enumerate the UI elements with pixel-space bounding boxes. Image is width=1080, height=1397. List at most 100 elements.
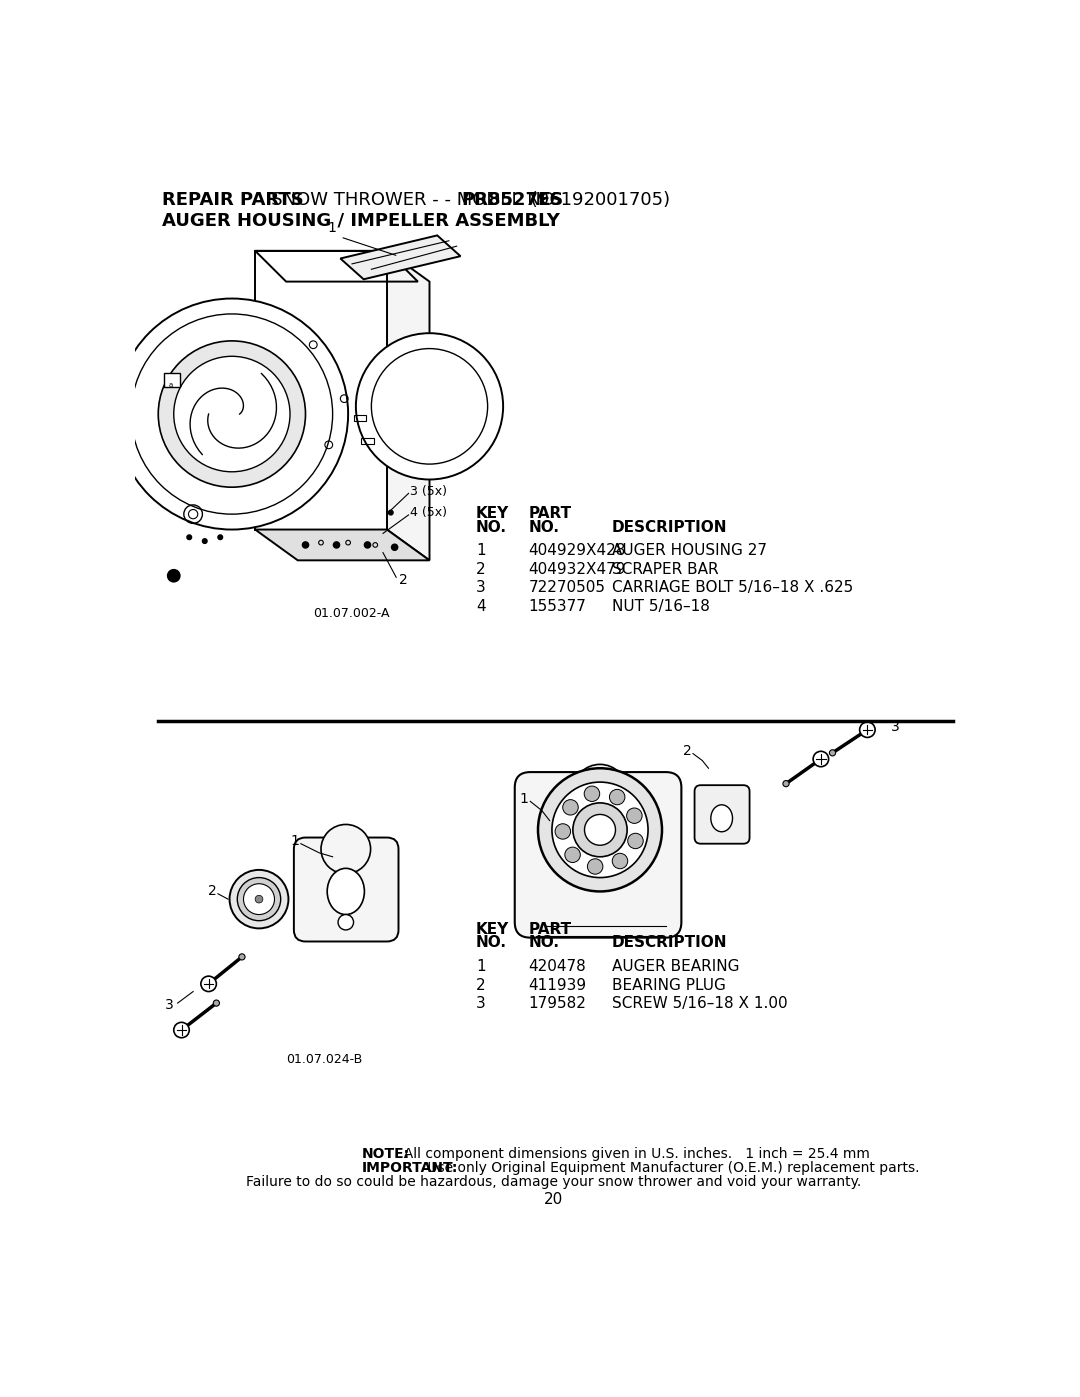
Circle shape [167,570,180,583]
Polygon shape [255,251,387,529]
Circle shape [159,341,306,488]
Circle shape [555,824,570,840]
Bar [353,415,366,420]
Circle shape [230,870,288,929]
Bar [362,437,374,444]
Circle shape [813,752,828,767]
Text: 2: 2 [207,884,216,898]
Text: BEARING PLUG: BEARING PLUG [611,978,726,993]
Circle shape [213,1000,219,1006]
Text: NO.: NO. [476,520,507,535]
Text: 1: 1 [291,834,299,848]
FancyBboxPatch shape [515,773,681,937]
Ellipse shape [327,869,364,915]
Circle shape [392,545,397,550]
Text: NO.: NO. [529,520,559,535]
Circle shape [338,915,353,930]
Circle shape [364,542,370,548]
Circle shape [572,803,627,856]
Text: 1: 1 [476,960,486,974]
Circle shape [584,814,616,845]
Text: 3: 3 [891,719,900,733]
Text: 2: 2 [399,573,407,587]
Circle shape [565,847,580,862]
Text: 2: 2 [476,562,486,577]
Text: (96192001705): (96192001705) [525,191,670,208]
Circle shape [783,781,789,787]
Text: 2: 2 [683,745,691,759]
Text: 3: 3 [476,996,486,1011]
Circle shape [829,750,836,756]
Text: SCRAPER BAR: SCRAPER BAR [611,562,718,577]
Circle shape [588,859,603,875]
Text: IMPORTANT:: IMPORTANT: [362,1161,458,1175]
Text: 404929X428: 404929X428 [529,543,626,559]
Polygon shape [340,236,460,279]
Text: PR8527ES: PR8527ES [461,191,564,208]
Circle shape [321,824,370,873]
FancyBboxPatch shape [294,838,399,942]
Circle shape [243,884,274,915]
Text: 411939: 411939 [529,978,586,993]
Text: 4: 4 [476,599,486,613]
Circle shape [627,833,644,848]
Text: Use only Original Equipment Manufacturer (O.E.M.) replacement parts.: Use only Original Equipment Manufacturer… [423,1161,920,1175]
Text: NOTE:: NOTE: [362,1147,409,1161]
Text: NO.: NO. [476,936,507,950]
Circle shape [389,510,393,515]
Text: NO.: NO. [529,936,559,950]
Polygon shape [255,529,430,560]
Text: CARRIAGE BOLT 5/16–18 X .625: CARRIAGE BOLT 5/16–18 X .625 [611,580,853,595]
FancyBboxPatch shape [694,785,750,844]
Text: PART: PART [529,922,571,937]
Text: 01.07.024-B: 01.07.024-B [286,1053,363,1066]
Circle shape [174,1023,189,1038]
Circle shape [860,722,875,738]
Circle shape [552,782,648,877]
Text: NUT 5/16–18: NUT 5/16–18 [611,599,710,613]
Bar [164,373,180,387]
Circle shape [584,787,599,802]
Circle shape [626,807,643,823]
Text: 1: 1 [519,792,529,806]
Polygon shape [387,251,430,560]
Circle shape [356,334,503,479]
Circle shape [609,789,625,805]
Text: AUGER BEARING: AUGER BEARING [611,960,739,974]
Circle shape [255,895,262,902]
Text: AUGER HOUSING 27: AUGER HOUSING 27 [611,543,767,559]
Text: DESCRIPTION: DESCRIPTION [611,936,727,950]
Circle shape [218,535,222,539]
Text: 155377: 155377 [529,599,586,613]
Text: 2: 2 [476,978,486,993]
Text: DESCRIPTION: DESCRIPTION [611,520,727,535]
Circle shape [201,977,216,992]
Circle shape [572,764,627,819]
Text: REPAIR PARTS: REPAIR PARTS [162,191,303,208]
Text: 72270505: 72270505 [529,580,606,595]
Text: 3: 3 [164,999,173,1013]
Circle shape [612,854,627,869]
Text: 3 (5x): 3 (5x) [410,485,447,497]
Circle shape [563,799,578,814]
Text: 420478: 420478 [529,960,586,974]
Text: AUGER HOUSING / IMPELLER ASSEMBLY: AUGER HOUSING / IMPELLER ASSEMBLY [162,211,561,229]
Text: All component dimensions given in U.S. inches.   1 inch = 25.4 mm: All component dimensions given in U.S. i… [394,1147,869,1161]
Circle shape [239,954,245,960]
Text: PART: PART [529,507,571,521]
Circle shape [302,542,309,548]
Circle shape [187,535,191,539]
Text: KEY: KEY [476,507,510,521]
Text: 404932X479: 404932X479 [529,562,626,577]
Text: 20: 20 [544,1192,563,1207]
Text: 3: 3 [476,580,486,595]
Circle shape [202,539,207,543]
Text: 01.07.002-A: 01.07.002-A [313,606,390,619]
Text: SCREW 5/16–18 X 1.00: SCREW 5/16–18 X 1.00 [611,996,787,1011]
Circle shape [116,299,348,529]
Text: 4 (5x): 4 (5x) [410,506,447,520]
Text: 179582: 179582 [529,996,586,1011]
Text: KEY: KEY [476,922,510,937]
Circle shape [238,877,281,921]
Text: 1: 1 [327,221,337,235]
